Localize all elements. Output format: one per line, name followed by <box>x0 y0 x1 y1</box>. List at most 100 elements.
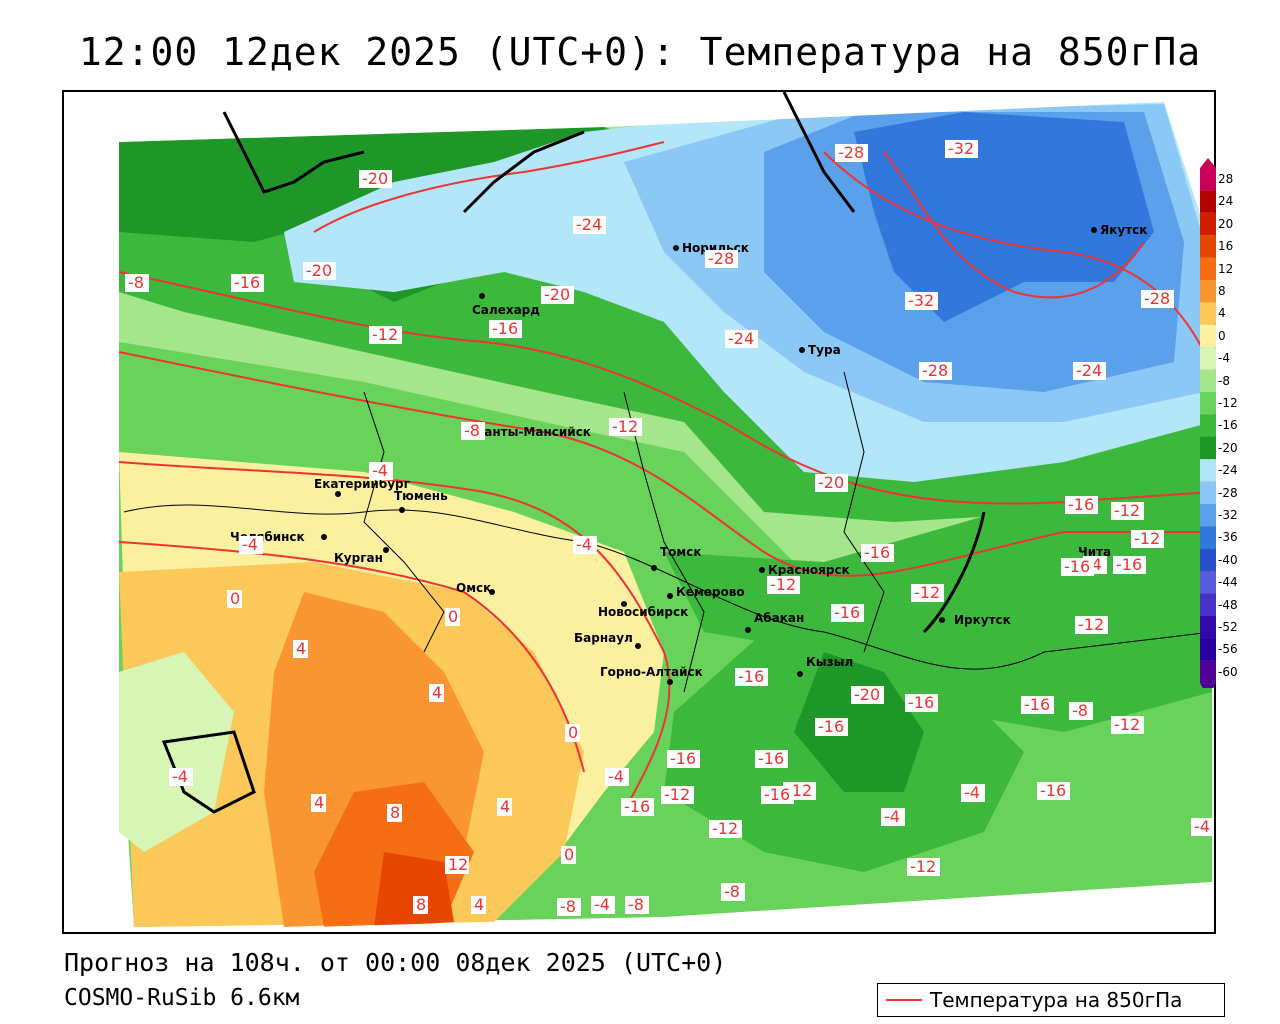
isoline-label: -16 <box>1064 557 1090 576</box>
scale-swatch <box>1200 392 1216 415</box>
scale-label: -44 <box>1218 575 1238 590</box>
isoline-label: -16 <box>738 667 764 686</box>
scale-swatch <box>1200 347 1216 370</box>
scale-swatch <box>1200 526 1216 549</box>
isoline-label-bg <box>905 694 938 712</box>
city-label: Томск <box>660 545 702 559</box>
scale-swatch <box>1200 459 1216 482</box>
isoline-label-bg <box>1111 716 1144 734</box>
isoline-label: 0 <box>230 589 240 608</box>
city-marker-icon <box>745 627 751 633</box>
isoline-label: -4 <box>608 767 624 786</box>
isoline-label: -16 <box>234 273 260 292</box>
isoline-label-bg <box>369 462 393 480</box>
scale-swatch <box>1200 548 1216 572</box>
isoline-label-bg <box>489 320 522 338</box>
scale-swatch <box>1200 235 1216 258</box>
scale-label: -56 <box>1218 642 1238 657</box>
isoline-label-bg <box>461 422 485 440</box>
scale-label: -24 <box>1218 463 1238 478</box>
isoline-label: 4 <box>314 793 324 812</box>
isoline-label-bg <box>497 798 512 816</box>
isoline-label: -28 <box>708 249 734 268</box>
isoline-label: -16 <box>908 693 934 712</box>
city-label: Курган <box>334 551 383 565</box>
scale-label: 4 <box>1218 306 1226 321</box>
isoline-label: -16 <box>834 603 860 622</box>
isoline-label-bg <box>721 883 745 901</box>
isoline-label-bg <box>815 718 848 736</box>
isoline-label-bg <box>359 170 392 188</box>
isoline-label: -4 <box>172 767 188 786</box>
isoline-label: -4 <box>884 807 900 826</box>
city-label: Новосибирск <box>598 605 688 619</box>
isoline-label-bg <box>661 786 694 804</box>
city-marker-icon <box>667 679 673 685</box>
city-label: Омск <box>456 581 491 595</box>
scale-label: -32 <box>1218 508 1238 522</box>
city-label: Кемерово <box>676 585 745 599</box>
isoline-label-bg <box>227 590 242 608</box>
isoline-label-bg <box>919 362 952 380</box>
scale-swatch <box>1200 571 1216 594</box>
city-marker-icon <box>635 643 641 649</box>
scale-label: 16 <box>1218 239 1234 254</box>
isoline-label: -16 <box>1024 695 1050 714</box>
isoline-label-bg <box>573 536 597 554</box>
isoline-label: 0 <box>448 607 458 626</box>
city-label: Якутск <box>1100 223 1147 237</box>
city-marker-icon <box>1091 227 1097 233</box>
city-marker-icon <box>479 293 485 299</box>
isoline-label: 4 <box>474 895 484 914</box>
isoline-label-bg <box>881 808 905 826</box>
city-label: Горно-Алтайск <box>600 665 703 679</box>
isoline-label-bg <box>1141 290 1174 308</box>
isoline-label-bg <box>667 750 700 768</box>
isoline-label: 0 <box>564 845 574 864</box>
isoline-label: -4 <box>372 461 388 480</box>
isoline-label: 8 <box>390 803 400 822</box>
city-label: Ханты-Мансийск <box>475 425 591 439</box>
isoline-label-bg <box>725 330 758 348</box>
legend-label: Температура на 850гПа <box>930 988 1183 1012</box>
isoline-label-bg <box>621 798 654 816</box>
isoline-label-bg <box>761 786 794 804</box>
isoline-label: -12 <box>712 819 738 838</box>
isoline-label-bg <box>413 896 428 914</box>
isoline-label: -4 <box>1194 817 1210 836</box>
isoline-label: -24 <box>728 329 754 348</box>
isoline-label-bg <box>565 724 580 742</box>
city-label: Кызыл <box>806 655 853 669</box>
isoline-label: -12 <box>372 325 398 344</box>
isoline-label: -12 <box>664 785 690 804</box>
isoline-label: -8 <box>628 895 644 914</box>
isoline-label: -16 <box>864 543 890 562</box>
legend: Температура на 850гПа <box>877 983 1225 1017</box>
isoline-label-bg <box>755 750 788 768</box>
scale-swatch <box>1200 436 1216 460</box>
isoline-label: -16 <box>1068 495 1094 514</box>
isoline-label: -16 <box>492 319 518 338</box>
isoline-label-bg <box>1191 818 1214 836</box>
scale-label: 12 <box>1218 261 1234 276</box>
scale-label: -28 <box>1218 485 1238 500</box>
isoline-label-bg <box>169 768 193 786</box>
isoline-label-bg <box>735 668 768 686</box>
isoline-label-bg <box>471 896 486 914</box>
scale-label: -40 <box>1218 552 1238 567</box>
isoline-label: 4 <box>432 683 442 702</box>
city-marker-icon <box>799 347 805 353</box>
isoline-label: -24 <box>1076 361 1102 380</box>
city-marker-icon <box>797 671 803 677</box>
isoline-label-bg <box>861 544 894 562</box>
isoline-label: -28 <box>838 143 864 162</box>
isoline-label: -12 <box>1114 715 1140 734</box>
isoline-label: -16 <box>1116 555 1142 574</box>
isoline-label-bg <box>905 292 938 310</box>
city-marker-icon <box>383 547 389 553</box>
isoline-label: -16 <box>1040 781 1066 800</box>
scale-label: -12 <box>1218 396 1238 410</box>
scale-swatch <box>1200 504 1216 527</box>
city-marker-icon <box>651 565 657 571</box>
isoline-label: -16 <box>670 749 696 768</box>
